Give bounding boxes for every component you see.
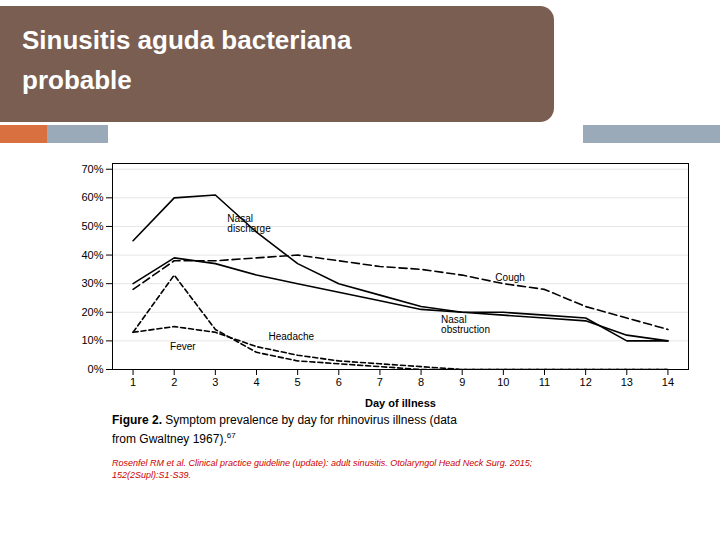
svg-text:4: 4 (253, 376, 259, 388)
svg-text:5: 5 (295, 376, 301, 388)
svg-text:10: 10 (497, 376, 509, 388)
svg-text:70%: 70% (81, 163, 103, 175)
svg-text:Fever: Fever (170, 341, 196, 352)
svg-text:Headache: Headache (269, 331, 315, 342)
svg-text:Day of illness: Day of illness (365, 397, 436, 409)
svg-text:13: 13 (621, 376, 633, 388)
svg-text:60%: 60% (81, 191, 103, 203)
html-text:Figure 2. Symptom prevalence b: Figure 2. Symptom prevalence by day for … (112, 413, 457, 446)
html-text:Sinusitis aguda bacteriana pro: Sinusitis aguda bacteriana probable (22, 25, 352, 95)
svg-text:50%: 50% (81, 220, 103, 232)
svg-text:Nasalobstruction: Nasalobstruction (441, 314, 490, 335)
svg-text:1: 1 (130, 376, 136, 388)
svg-text:10%: 10% (81, 334, 103, 346)
svg-text:30%: 30% (81, 277, 103, 289)
svg-text:20%: 20% (81, 306, 103, 318)
svg-text:7: 7 (377, 376, 383, 388)
svg-text:2: 2 (171, 376, 177, 388)
svg-text:Cough: Cough (495, 272, 524, 283)
svg-text:3: 3 (212, 376, 218, 388)
svg-text:8: 8 (418, 376, 424, 388)
svg-text:9: 9 (459, 376, 465, 388)
svg-text:6: 6 (336, 376, 342, 388)
html-text:Rosenfel RM et al. Clinical pr: Rosenfel RM et al. Clinical practice gui… (112, 458, 533, 480)
svg-text:14: 14 (662, 376, 674, 388)
svg-text:11: 11 (539, 376, 550, 388)
svg-text:12: 12 (580, 376, 592, 388)
svg-text:40%: 40% (81, 249, 103, 261)
svg-text:0%: 0% (88, 363, 104, 375)
svg-text:Nasaldischarge: Nasaldischarge (227, 213, 271, 234)
